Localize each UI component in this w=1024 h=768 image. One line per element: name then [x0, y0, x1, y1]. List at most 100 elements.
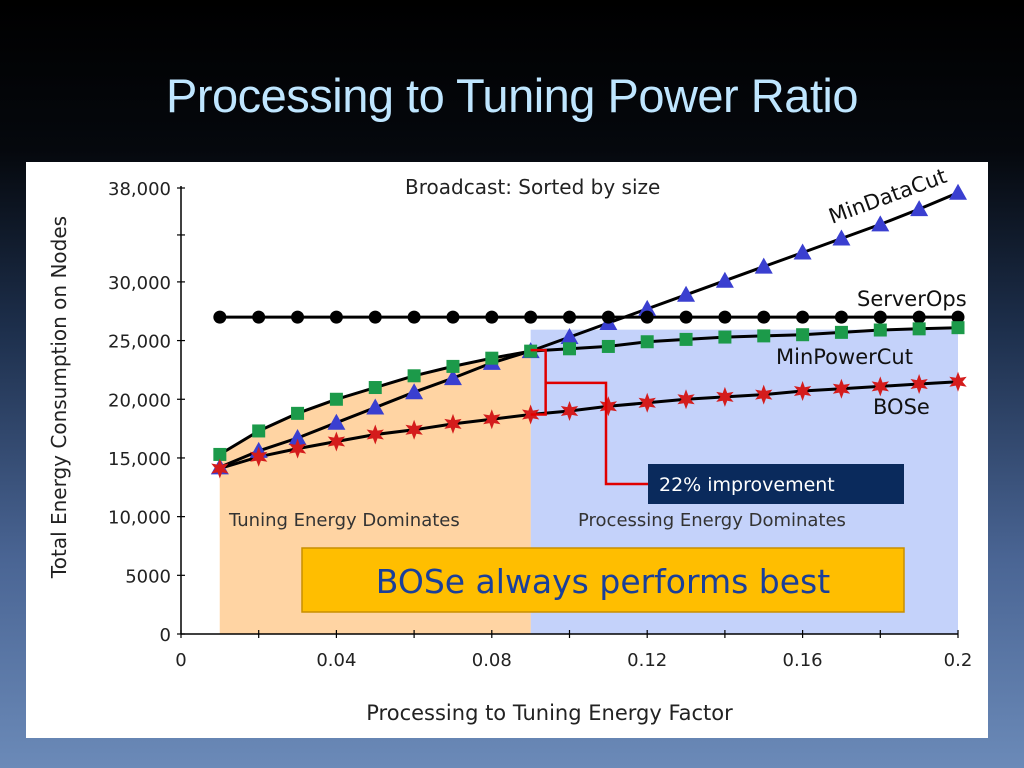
y-tick-label: 30,000 — [108, 273, 171, 294]
point-minpowercut — [563, 342, 576, 356]
point-mindatacut — [638, 299, 657, 316]
point-bose — [910, 374, 928, 394]
point-bose — [366, 424, 384, 445]
point-mindatacut — [910, 200, 929, 217]
point-mindatacut — [288, 428, 307, 445]
series-line-bose — [219, 380, 959, 470]
region-label-processing: Processing Energy Dominates — [578, 510, 846, 531]
point-mindatacut — [871, 215, 890, 232]
series-label-minpowercut: MinPowerCut — [776, 345, 913, 369]
point-mindatacut — [560, 328, 579, 345]
y-tick-label: 0 — [160, 625, 171, 646]
point-minpowercut — [679, 332, 693, 346]
point-bose — [677, 389, 695, 410]
point-serverops — [563, 310, 576, 324]
point-mindatacut — [405, 383, 424, 400]
callout-text: BOSe always performs best — [376, 562, 830, 601]
point-mindatacut — [793, 243, 812, 260]
point-mindatacut — [754, 257, 773, 274]
point-minpowercut — [834, 325, 848, 339]
point-bose — [250, 446, 268, 467]
y-tick-label: 38,000 — [108, 179, 171, 200]
point-serverops — [679, 310, 693, 324]
point-minpowercut — [446, 359, 460, 373]
point-bose — [405, 419, 423, 440]
point-bose — [560, 401, 579, 421]
series-label-bose: BOSe — [873, 395, 930, 419]
region-label-tuning: Tuning Energy Dominates — [228, 510, 460, 531]
point-minpowercut — [640, 335, 654, 349]
point-minpowercut — [912, 322, 926, 336]
point-minpowercut — [873, 323, 887, 337]
x-tick-label: 0 — [175, 650, 186, 671]
point-minpowercut — [291, 406, 305, 420]
point-serverops — [213, 310, 227, 324]
series-label-serverops: ServerOps — [857, 287, 967, 311]
point-serverops — [291, 310, 305, 324]
point-bose — [949, 371, 967, 392]
point-minpowercut — [796, 328, 810, 342]
point-serverops — [640, 310, 654, 324]
point-minpowercut — [407, 369, 421, 383]
point-minpowercut — [485, 351, 499, 365]
point-serverops — [252, 310, 266, 324]
point-mindatacut — [949, 183, 967, 200]
y-tick-label: 20,000 — [108, 390, 171, 411]
point-minpowercut — [757, 329, 771, 343]
point-serverops — [834, 310, 848, 324]
point-bose — [755, 384, 773, 405]
x-tick-label: 0.08 — [472, 650, 512, 671]
chart-title: Broadcast: Sorted by size — [405, 175, 660, 199]
point-serverops — [912, 310, 926, 324]
chart-panel: Tuning Energy Dominates Processing Energy… — [26, 162, 988, 738]
point-bose — [211, 458, 229, 479]
slide-title: Processing to Tuning Power Ratio — [166, 69, 858, 122]
point-serverops — [873, 310, 887, 324]
point-bose — [793, 381, 812, 401]
series-line-mindatacut — [219, 191, 959, 469]
point-serverops — [757, 310, 771, 324]
series-label-mindatacut: MinDataCut — [826, 164, 950, 229]
point-minpowercut — [601, 339, 615, 353]
y-tick-label: 10,000 — [108, 508, 171, 529]
point-mindatacut — [677, 285, 696, 302]
point-mindatacut — [327, 413, 346, 430]
x-tick-label: 0.04 — [316, 650, 356, 671]
point-bose — [832, 378, 851, 399]
point-serverops — [951, 310, 965, 324]
x-tick-label: 0.12 — [627, 650, 667, 671]
point-serverops — [485, 310, 499, 324]
point-minpowercut — [951, 321, 965, 335]
x-tick-label: 0.2 — [944, 650, 973, 671]
point-bose — [716, 386, 734, 407]
y-tick-label: 15,000 — [108, 449, 171, 470]
point-bose — [483, 409, 501, 430]
point-bose — [871, 376, 889, 397]
improvement-label: 22% improvement — [659, 474, 835, 496]
y-tick-label: 25,000 — [108, 332, 171, 353]
improvement-connector — [545, 381, 648, 486]
point-serverops — [524, 310, 538, 324]
point-serverops — [329, 310, 343, 324]
point-minpowercut — [718, 330, 732, 344]
point-mindatacut — [832, 229, 851, 246]
point-mindatacut — [366, 398, 385, 415]
point-serverops — [718, 310, 732, 324]
point-serverops — [407, 310, 421, 324]
point-serverops — [796, 310, 810, 324]
energy-chart: Tuning Energy Dominates Processing Energy… — [47, 164, 973, 725]
point-bose — [599, 396, 617, 417]
point-minpowercut — [368, 381, 382, 395]
point-minpowercut — [213, 447, 227, 461]
point-mindatacut — [443, 369, 462, 386]
point-serverops — [368, 310, 382, 324]
y-axis-label: Total Energy Consumption on Nodes — [47, 216, 71, 579]
callout-box — [301, 547, 905, 613]
point-minpowercut — [329, 392, 343, 406]
point-serverops — [446, 310, 460, 324]
point-bose — [638, 392, 656, 413]
point-serverops — [601, 310, 615, 324]
point-bose — [444, 413, 462, 434]
x-axis-label: Processing to Tuning Energy Factor — [366, 701, 733, 725]
point-bose — [327, 431, 346, 452]
